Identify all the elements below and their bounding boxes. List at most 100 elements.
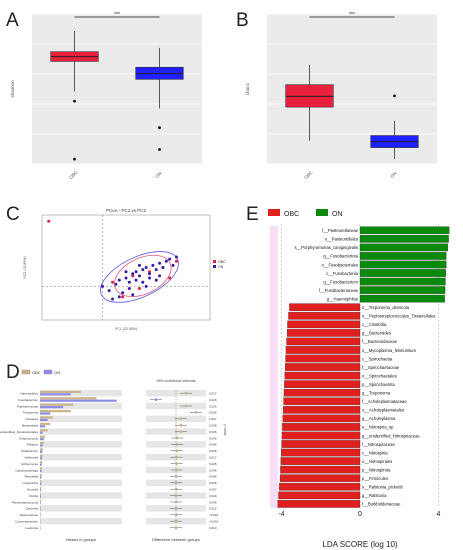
lda-bar-label: f__Bacteroidaceae [362, 339, 398, 344]
legend-swatch [21, 369, 31, 375]
lda-bar-label: f__Acholeplasmataceae [362, 399, 407, 404]
bar-obc [40, 422, 51, 425]
row-stripe [40, 518, 122, 525]
legend-label: ON [218, 265, 224, 269]
p-value-label: 0.037 [209, 488, 217, 492]
x-axis-label: LDA SCORE (log 10) [322, 540, 397, 549]
bar-obc [40, 429, 48, 432]
bar-on [40, 399, 117, 402]
lda-bar [283, 388, 361, 397]
scatter-point-on [117, 295, 121, 299]
legend-label: ON [54, 370, 60, 375]
lda-bar-label: c__Nitrospiria [362, 450, 388, 455]
row-stripe [40, 428, 122, 435]
bar-obc [40, 416, 53, 419]
scatter-point-on [158, 274, 162, 278]
row-label: Streptococcus [19, 436, 39, 440]
lda-bar [281, 431, 361, 440]
scatter-point-on [100, 284, 104, 288]
row-stripe [40, 466, 122, 474]
p-value-label: 0.046 [209, 436, 217, 440]
right-panel-title: 95% confidence intervals [157, 379, 196, 383]
scatter-point-on [141, 268, 145, 272]
bar-obc [40, 442, 44, 445]
lda-bar [284, 371, 361, 380]
row-label: Oribacterium [21, 449, 39, 453]
scatter-point-on [158, 261, 162, 265]
scatter-point-on [144, 266, 148, 269]
x-tick-label: OBC [68, 169, 79, 180]
scatter-point-on [114, 282, 118, 286]
scatter-point-on [131, 293, 135, 297]
bar-obc [40, 506, 41, 509]
difference-point [175, 468, 178, 472]
row-stripe [40, 441, 122, 448]
lda-bar [359, 286, 446, 294]
p-value-label: 0.036 [209, 430, 217, 434]
bar-obc [40, 435, 46, 438]
bar-on [40, 508, 41, 511]
outlier-point [393, 94, 396, 98]
scatter-point-on [168, 257, 172, 261]
lda-bar [288, 311, 361, 320]
bar-on [40, 406, 64, 409]
lda-bar [286, 337, 361, 346]
row-stripe [40, 415, 122, 422]
scatter-point-obc [47, 219, 51, 223]
lda-bar [359, 252, 447, 260]
scatter-point-on [131, 272, 135, 276]
scatter-point-obc [111, 280, 115, 284]
scatter-point-on [117, 278, 121, 282]
lda-bar-label: g__Treponema [362, 391, 391, 396]
y-axis-label-right: p value [223, 424, 227, 435]
bar-on [40, 489, 42, 492]
lda-bar-label: g__Fusobacteriota [323, 254, 358, 259]
scatter-point-on [161, 266, 165, 269]
outlier-point [158, 126, 161, 130]
significance-label: *** [349, 12, 355, 18]
row-label: Filifactor [27, 443, 38, 447]
lda-bar [282, 423, 361, 431]
lda-bar-label: o__Peptostreptococcales_Tissierellales [362, 314, 435, 319]
lda-bar-label: s__Porphyromonas_canigingivalis [294, 245, 358, 250]
lda-bar [283, 405, 361, 414]
plot-background [32, 14, 202, 164]
p-value-label: 0.017 [209, 456, 217, 460]
p-value-label: 0.012 [209, 507, 217, 511]
panel-letter-b: B [236, 10, 249, 31]
lda-bar [282, 414, 361, 423]
lda-bar-label: g__Bacteroides [362, 331, 391, 336]
lda-bar-label: p__Nitrospirota [362, 467, 391, 472]
bar-on [40, 470, 42, 473]
scatter-point-on [164, 259, 168, 263]
y-axis-label: chao1 [245, 82, 250, 95]
p-value-label: <0.001 [209, 520, 219, 524]
bar-obc [40, 518, 41, 521]
lda-bar [280, 457, 361, 465]
row-label: Capnocytophaga [15, 468, 38, 472]
bar-on [40, 527, 41, 530]
row-label: Leptotrichia [22, 481, 38, 485]
bar-obc [40, 410, 71, 413]
lda-bar [359, 294, 445, 303]
legend-swatch [213, 260, 216, 263]
legend-label: OBC [218, 260, 226, 264]
outlier-point [73, 157, 76, 161]
x-tick-label: -4 [278, 511, 284, 518]
lda-bar [359, 260, 447, 269]
scatter-point-on [148, 276, 152, 280]
row-stripe [40, 505, 122, 512]
lda-bar-label: f__Pasteurellaceae [322, 228, 359, 233]
bar-on [40, 476, 42, 479]
lda-bar [281, 440, 361, 448]
lda-bar [359, 269, 446, 277]
panel-letter-a: A [6, 10, 19, 31]
lda-bar [284, 363, 361, 371]
x-tick-label: 4 [436, 511, 440, 518]
bar-on [40, 412, 51, 415]
bar-on [40, 418, 48, 421]
panel-letter-e: E [246, 204, 259, 225]
scatter-point-on [154, 268, 158, 272]
scatter-point-obc [131, 274, 135, 278]
lda-bar-label: f__Burkholderiaceae [362, 502, 401, 507]
